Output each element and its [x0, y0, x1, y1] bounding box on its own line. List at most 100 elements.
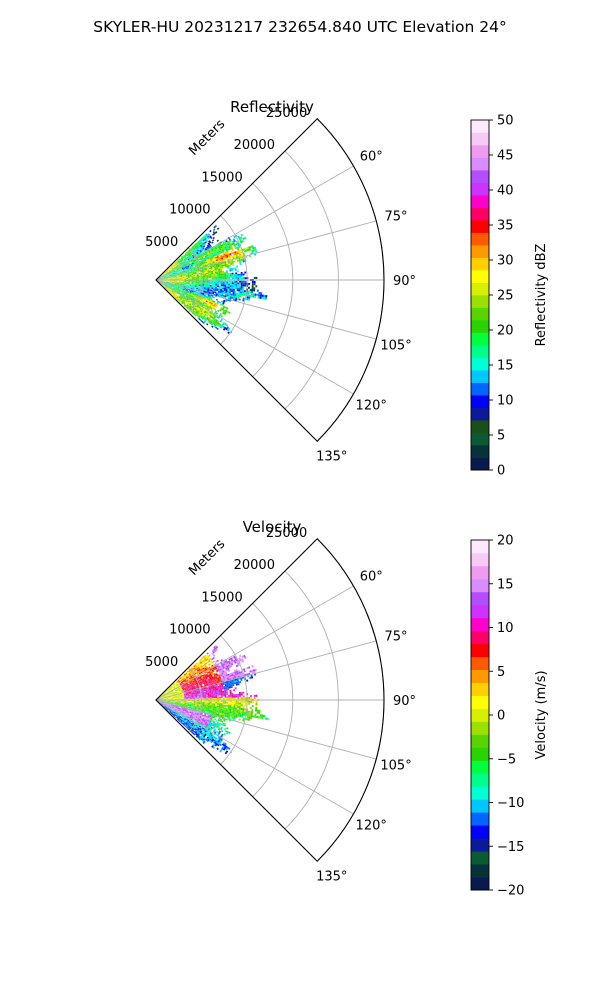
echo-cell — [198, 662, 201, 665]
echo-cell — [233, 659, 236, 663]
echo-cell — [203, 311, 206, 314]
echo-cell — [209, 277, 212, 279]
echo-cell — [218, 704, 221, 707]
echo-cell — [192, 256, 195, 259]
echo-cell — [193, 698, 196, 700]
echo-cell — [211, 705, 214, 707]
echo-cell — [187, 675, 190, 678]
echo-cell — [193, 277, 196, 279]
echo-cell — [180, 291, 182, 293]
echo-cell — [197, 243, 200, 246]
echo-cell — [221, 289, 224, 291]
echo-cell — [173, 281, 176, 283]
echo-cell — [229, 290, 232, 292]
echo-cell — [163, 695, 166, 697]
echo-cell — [181, 691, 184, 693]
echo-cell — [201, 296, 204, 299]
echo-cell — [233, 695, 236, 698]
echo-cell — [217, 678, 220, 681]
echo-cell — [172, 693, 175, 695]
echo-cell — [226, 295, 229, 298]
echo-cell — [210, 675, 213, 678]
echo-cell — [207, 707, 210, 709]
echo-cell — [184, 257, 187, 260]
echo-cell — [261, 296, 264, 300]
echo-cell — [168, 689, 171, 691]
echo-cell — [228, 686, 231, 689]
echo-cell — [222, 270, 225, 273]
echo-cell — [197, 278, 200, 280]
echo-cell — [190, 271, 193, 273]
echo-cell — [181, 682, 184, 685]
echo-cell — [181, 690, 184, 692]
echo-cell — [228, 666, 231, 669]
echo-cell — [217, 265, 220, 268]
echo-cell — [207, 659, 210, 662]
echo-cell — [208, 282, 210, 284]
echo-cell — [186, 294, 189, 297]
echo-cell — [188, 251, 191, 253]
echo-cell — [203, 314, 206, 317]
echo-cell — [212, 315, 215, 318]
echo-cell — [194, 293, 197, 295]
echo-cell — [187, 292, 190, 294]
echo-cell — [218, 703, 221, 705]
echo-cell — [197, 269, 200, 271]
echo-cell — [207, 300, 210, 302]
echo-cell — [191, 274, 194, 276]
echo-cell — [185, 258, 188, 260]
echo-cell — [221, 244, 224, 247]
echo-cell — [166, 269, 168, 271]
echo-cell — [218, 688, 221, 691]
echo-cell — [229, 254, 232, 257]
echo-cell — [206, 697, 209, 699]
echo-cell — [174, 272, 177, 274]
echo-cell — [231, 692, 234, 695]
echo-cell — [187, 291, 190, 293]
echo-cell — [213, 672, 216, 675]
echo-cell — [188, 277, 190, 279]
echo-cell — [198, 245, 201, 248]
echo-cell — [178, 297, 180, 300]
echo-cell — [160, 277, 163, 279]
echo-cell — [185, 295, 188, 297]
echo-cell — [176, 282, 179, 284]
echo-cell — [176, 265, 179, 267]
echo-cell — [241, 660, 245, 663]
echo-cell — [180, 684, 183, 686]
echo-cell — [190, 253, 193, 256]
colorbar-swatch — [471, 157, 489, 171]
echo-cell — [219, 678, 222, 681]
echo-cell — [200, 302, 203, 305]
echo-cell — [177, 288, 180, 290]
echo-cell — [182, 289, 185, 291]
echo-cell — [213, 691, 216, 694]
echo-cell — [164, 285, 166, 288]
echo-cell — [210, 292, 213, 294]
echo-cell — [172, 693, 175, 695]
echo-cell — [244, 704, 247, 707]
echo-cell — [186, 290, 189, 292]
echo-cell — [168, 268, 170, 271]
echo-cell — [227, 686, 230, 689]
echo-cell — [195, 681, 198, 683]
echo-cell — [212, 688, 215, 690]
echo-cell — [250, 696, 252, 700]
echo-cell — [213, 703, 216, 705]
colorbar-swatch — [471, 207, 489, 221]
echo-cell — [218, 256, 222, 259]
echo-cell — [256, 709, 259, 712]
echo-cell — [226, 265, 229, 268]
colorbar-swatch — [471, 332, 489, 346]
echo-cell — [222, 693, 225, 696]
echo-cell — [182, 688, 185, 690]
echo-cell — [171, 275, 174, 277]
echo-cell — [193, 682, 196, 684]
echo-cell — [205, 318, 208, 321]
echo-cell — [189, 703, 192, 705]
echo-cell — [243, 292, 246, 295]
echo-cell — [184, 295, 186, 297]
echo-cell — [229, 659, 232, 663]
echo-cell — [199, 666, 202, 669]
echo-cell — [229, 694, 232, 697]
